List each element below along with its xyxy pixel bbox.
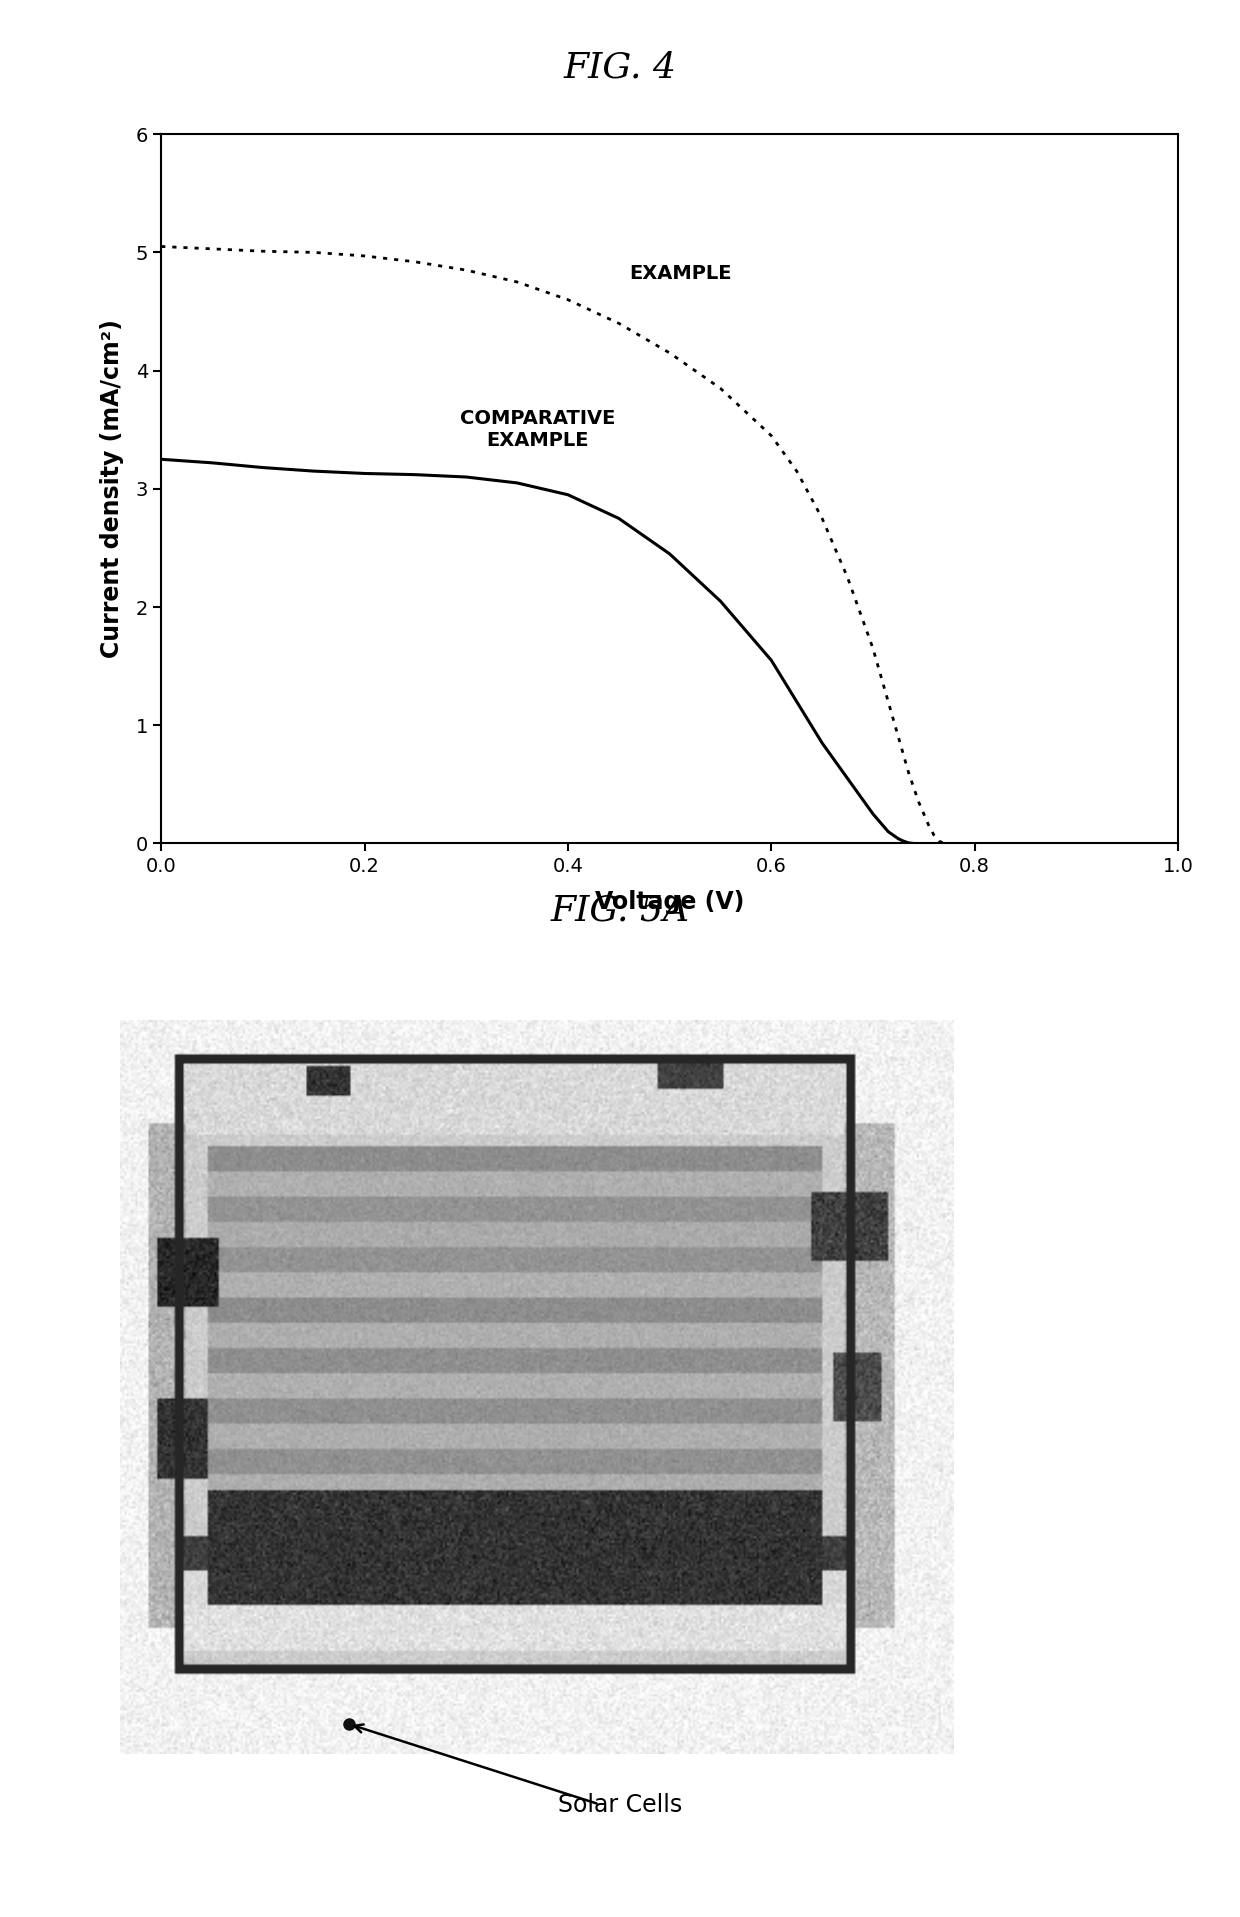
Text: FIG. 5A: FIG. 5A (551, 893, 689, 928)
Text: EXAMPLE: EXAMPLE (629, 265, 732, 284)
Text: COMPARATIVE
EXAMPLE: COMPARATIVE EXAMPLE (460, 408, 615, 450)
Text: Solar Cells: Solar Cells (558, 1792, 682, 1817)
Y-axis label: Current density (mA/cm²): Current density (mA/cm²) (100, 320, 124, 658)
Text: FIG. 4: FIG. 4 (563, 50, 677, 84)
X-axis label: Voltage (V): Voltage (V) (595, 889, 744, 914)
